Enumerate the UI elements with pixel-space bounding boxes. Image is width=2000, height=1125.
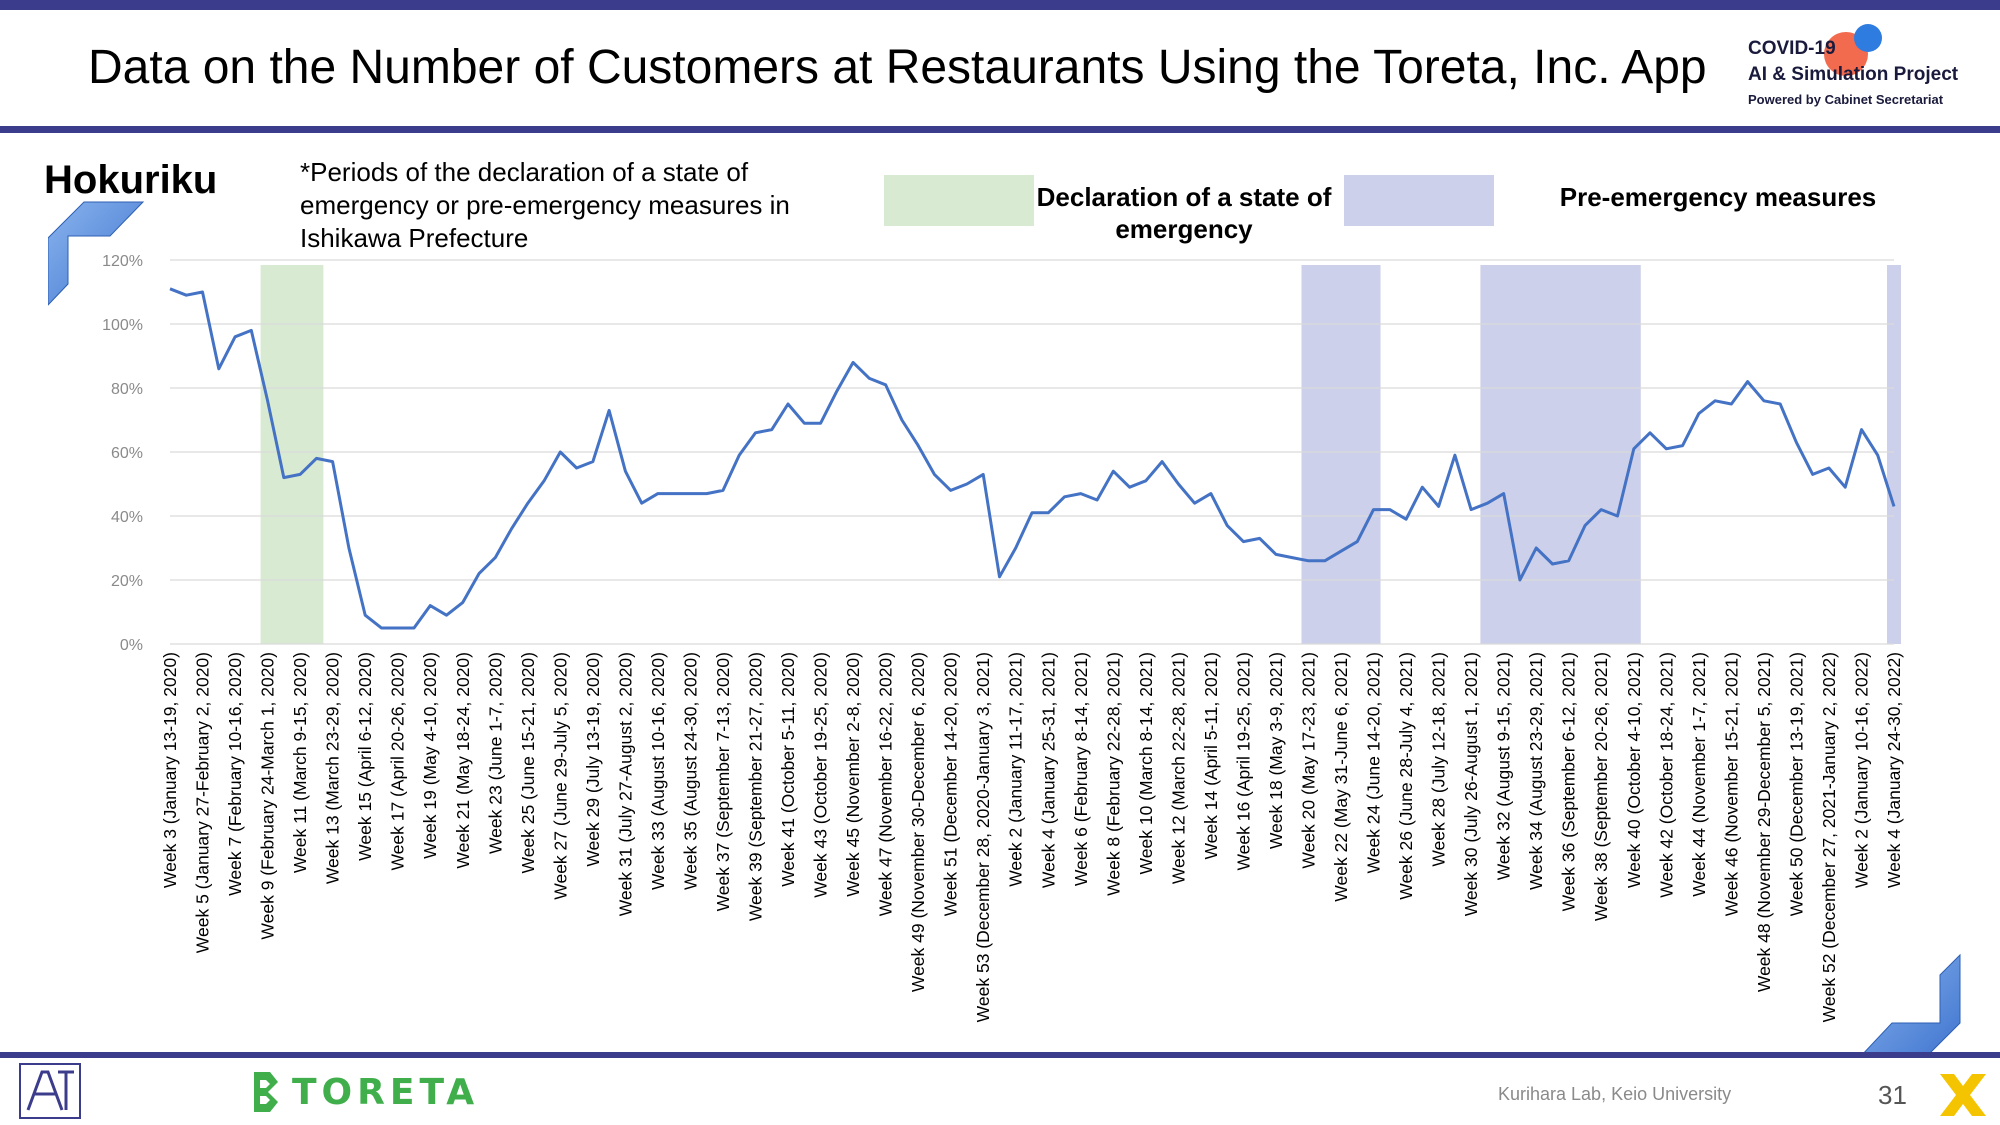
lab-logo-icon: [19, 1063, 81, 1119]
x-tick-label: Week 51 (December 14-20, 2020): [941, 652, 961, 916]
x-tick-label: Week 44 (November 1-7, 2021): [1689, 652, 1709, 897]
corner-bracket-icon: [48, 201, 145, 306]
x-tick-label: Week 37 (September 7-13, 2020): [713, 652, 733, 911]
shaded-period-emergency: [260, 265, 324, 644]
x-tick-label: Week 24 (June 14-20, 2021): [1364, 652, 1384, 873]
x-tick-label: Week 8 (February 22-28, 2021): [1103, 652, 1123, 896]
y-tick-label: 20%: [111, 573, 143, 590]
series-line: [169, 287, 1896, 630]
x-tick-label: Week 26 (June 28-July 4, 2021): [1396, 652, 1416, 900]
x-tick-label: Week 33 (August 10-16, 2020): [648, 652, 668, 890]
toreta-logo-icon: [254, 1072, 278, 1112]
x-tick-label: Week 53 (December 28, 2020-January 3, 20…: [973, 652, 993, 1022]
x-tick-label: Week 47 (November 16-22, 2020): [876, 652, 896, 916]
legend-label-pre-emergency: Pre-emergency measures: [1559, 182, 1877, 212]
x-tick-label: Week 17 (April 20-26, 2020): [388, 652, 408, 871]
page-number: 31: [1878, 1080, 1907, 1110]
x-tick-label: Week 14 (April 5-11, 2021): [1201, 652, 1221, 860]
x-tick-label: Week 4 (January 25-31, 2021): [1038, 652, 1058, 888]
footer-credit: Kurihara Lab, Keio University: [1498, 1084, 1732, 1104]
footer-bar: [0, 1052, 2000, 1058]
y-tick-label: 60%: [111, 445, 143, 462]
y-tick-label: 0%: [120, 637, 143, 654]
x-tick-label: Week 41 (October 5-11, 2020): [778, 652, 798, 887]
project-subtitle: Powered by Cabinet Secretariat: [1748, 92, 1944, 107]
x-tick-label: Week 6 (February 8-14, 2021): [1071, 652, 1091, 886]
x-tick-label: Week 30 (July 26-August 1, 2021): [1461, 652, 1481, 916]
shaded-period-pre_emergency: [1301, 265, 1381, 644]
project-title: COVID-19 AI & Simulation Project: [1748, 38, 1959, 85]
x-tick-label: Week 19 (May 4-10, 2020): [420, 652, 440, 859]
legend-swatch-pre-emergency: [1344, 175, 1494, 226]
x-tick-label: Week 23 (June 1-7, 2020): [485, 652, 505, 854]
x-tick-label: Week 43 (October 19-25, 2020): [811, 652, 831, 898]
x-tick-label: Week 7 (February 10-16, 2020): [225, 652, 245, 896]
x-tick-label: Week 36 (September 6-12, 2021): [1559, 652, 1579, 911]
x-mark-icon: [1940, 1074, 1986, 1116]
header-divider-bar: [0, 126, 2000, 133]
period-note: *Periods of the declaration of a state o…: [300, 157, 790, 253]
x-tick-label: Week 22 (May 31-June 6, 2021): [1331, 652, 1351, 902]
region-label: Hokuriku: [44, 158, 218, 202]
corner-bracket-icon-bottom: [1858, 953, 1961, 1058]
toreta-logo-text: TORETA: [292, 1072, 480, 1113]
x-tick-label: Week 15 (April 6-12, 2020): [355, 652, 375, 861]
x-tick-label: Week 13 (March 23-29, 2020): [323, 652, 343, 884]
x-tick-label: Week 31 (July 27-August 2, 2020): [615, 652, 635, 916]
legend-swatch-emergency: [884, 175, 1034, 226]
x-tick-label: Week 40 (October 4-10, 2021): [1624, 652, 1644, 888]
y-tick-label: 80%: [111, 381, 143, 398]
x-tick-label: Week 10 (March 8-14, 2021): [1136, 652, 1156, 874]
x-tick-label: Week 39 (September 21-27, 2020): [746, 652, 766, 921]
x-tick-label: Week 42 (October 18-24, 2021): [1656, 652, 1676, 898]
y-tick-label: 40%: [111, 509, 143, 526]
x-tick-label: Week 2 (January 10-16, 2022): [1851, 652, 1871, 888]
x-tick-label: Week 32 (August 9-15, 2021): [1494, 652, 1514, 880]
x-tick-label: Week 35 (August 24-30, 2020): [680, 652, 700, 890]
x-tick-label: Week 46 (November 15-21, 2021): [1721, 652, 1741, 916]
shaded-period-pre_emergency: [1480, 265, 1641, 644]
header-top-bar: [0, 0, 2000, 10]
x-tick-label: Week 12 (March 22-28, 2021): [1168, 652, 1188, 884]
x-tick-label: Week 3 (January 13-19, 2020): [160, 652, 180, 888]
x-tick-label: Week 16 (April 19-25, 2021): [1233, 652, 1253, 871]
x-tick-label: Week 38 (September 20-26, 2021): [1591, 652, 1611, 921]
x-tick-label: Week 21 (May 18-24, 2020): [453, 652, 473, 869]
slide-title: Data on the Number of Customers at Resta…: [88, 41, 1707, 94]
x-tick-label: Week 28 (July 12-18, 2021): [1429, 652, 1449, 867]
x-tick-label: Week 34 (August 23-29, 2021): [1526, 652, 1546, 890]
x-tick-label: Week 29 (July 13-19, 2020): [583, 652, 603, 867]
project-logo-icon: [1824, 24, 1882, 76]
y-tick-label: 100%: [102, 317, 143, 334]
x-tick-label: Week 20 (May 17-23, 2021): [1298, 652, 1318, 869]
x-tick-label: Week 45 (November 2-8, 2020): [843, 652, 863, 897]
x-tick-label: Week 5 (January 27-February 2, 2020): [193, 652, 213, 953]
x-tick-label: Week 9 (February 24-March 1, 2020): [258, 652, 278, 940]
x-tick-label: Week 48 (November 29-December 5, 2021): [1754, 652, 1774, 992]
legend-label-emergency: Declaration of a state of emergency: [1036, 182, 1332, 244]
x-tick-label: Week 52 (December 27, 2021-January 2, 20…: [1819, 652, 1839, 1022]
x-tick-label: Week 18 (May 3-9, 2021): [1266, 652, 1286, 849]
x-tick-label: Week 11 (March 9-15, 2020): [290, 652, 310, 873]
line-chart: 0% 20% 40% 60% 80% 100% 120% Week 3 (January 1…: [102, 253, 1904, 1022]
x-tick-label: Week 49 (November 30-December 6, 2020): [908, 652, 928, 992]
y-tick-label: 120%: [102, 253, 143, 270]
x-tick-label: Week 25 (June 15-21, 2020): [518, 652, 538, 873]
shaded-period-pre_emergency: [1887, 265, 1901, 644]
x-tick-label: Week 2 (January 11-17, 2021): [1006, 652, 1026, 887]
x-tick-label: Week 50 (December 13-19, 2021): [1786, 652, 1806, 916]
x-tick-label: Week 4 (January 24-30, 2022): [1884, 652, 1904, 888]
x-tick-label: Week 27 (June 29-July 5, 2020): [550, 652, 570, 900]
